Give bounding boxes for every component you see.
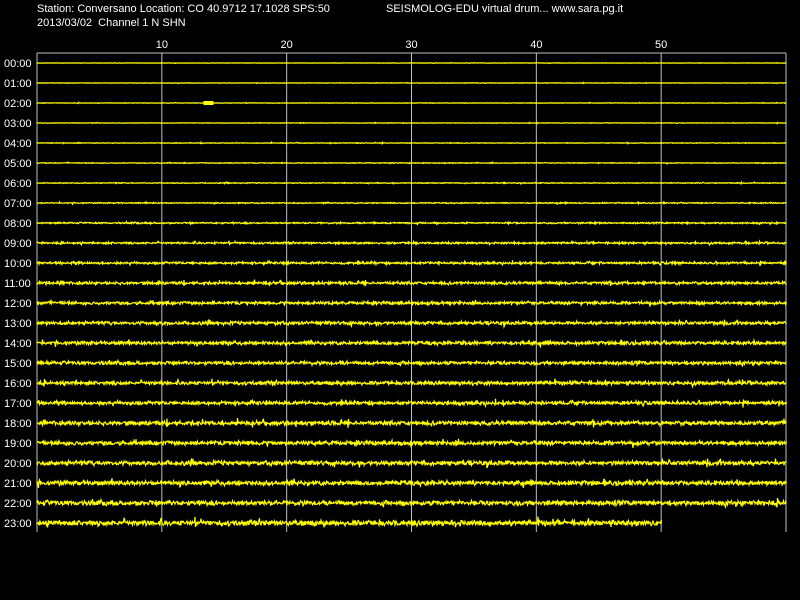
row-label-10:00: 10:00 — [4, 258, 32, 270]
row-label-21:00: 21:00 — [4, 478, 32, 490]
trace-00:00 — [36, 61, 787, 65]
row-label-07:00: 07:00 — [4, 198, 32, 210]
row-label-20:00: 20:00 — [4, 458, 32, 470]
row-label-14:00: 14:00 — [4, 338, 32, 350]
row-label-12:00: 12:00 — [4, 298, 32, 310]
trace-02:00 — [36, 101, 787, 105]
row-label-06:00: 06:00 — [4, 178, 32, 190]
trace-20:00 — [36, 457, 787, 469]
trace-03:00 — [36, 121, 787, 125]
event-marker-02:00 — [203, 101, 214, 105]
trace-05:00 — [36, 160, 787, 165]
row-label-23:00: 23:00 — [4, 518, 32, 530]
x-tick-label-20: 20 — [281, 39, 293, 51]
trace-13:00 — [36, 318, 787, 330]
trace-14:00 — [36, 337, 787, 349]
x-tick-label-30: 30 — [405, 39, 417, 51]
trace-15:00 — [36, 358, 787, 368]
row-label-19:00: 19:00 — [4, 438, 32, 450]
trace-06:00 — [36, 180, 787, 186]
trace-10:00 — [36, 259, 788, 267]
trace-19:00 — [36, 438, 788, 449]
row-label-08:00: 08:00 — [4, 218, 32, 230]
row-label-00:00: 00:00 — [4, 58, 32, 70]
row-label-22:00: 22:00 — [4, 498, 32, 510]
date-channel-info: 2013/03/02 Channel 1 N SHN — [37, 17, 186, 29]
row-label-13:00: 13:00 — [4, 318, 32, 330]
row-label-18:00: 18:00 — [4, 418, 32, 430]
x-tick-label-40: 40 — [530, 39, 542, 51]
x-tick-label-10: 10 — [156, 39, 168, 51]
trace-11:00 — [36, 279, 787, 287]
row-label-02:00: 02:00 — [4, 98, 32, 110]
trace-21:00 — [36, 477, 788, 489]
station-info: Station: Conversano Location: CO 40.9712… — [37, 3, 330, 15]
row-label-05:00: 05:00 — [4, 158, 32, 170]
row-label-11:00: 11:00 — [4, 278, 31, 290]
trace-07:00 — [36, 200, 788, 206]
trace-08:00 — [36, 220, 787, 226]
trace-09:00 — [36, 239, 787, 247]
trace-04:00 — [36, 140, 787, 146]
row-label-17:00: 17:00 — [4, 398, 32, 410]
trace-23:00 — [36, 516, 663, 529]
trace-01:00 — [36, 81, 787, 85]
trace-22:00 — [36, 497, 787, 509]
row-label-16:00: 16:00 — [4, 378, 32, 390]
product-title: SEISMOLOG-EDU virtual drum... www.sara.p… — [386, 3, 624, 15]
row-label-01:00: 01:00 — [4, 78, 32, 90]
row-label-15:00: 15:00 — [4, 358, 32, 370]
trace-12:00 — [36, 299, 788, 307]
row-label-04:00: 04:00 — [4, 138, 32, 150]
x-tick-label-50: 50 — [655, 39, 667, 51]
row-label-09:00: 09:00 — [4, 238, 32, 250]
row-label-03:00: 03:00 — [4, 118, 32, 130]
trace-18:00 — [36, 418, 787, 428]
trace-16:00 — [36, 377, 787, 389]
trace-17:00 — [36, 398, 788, 409]
